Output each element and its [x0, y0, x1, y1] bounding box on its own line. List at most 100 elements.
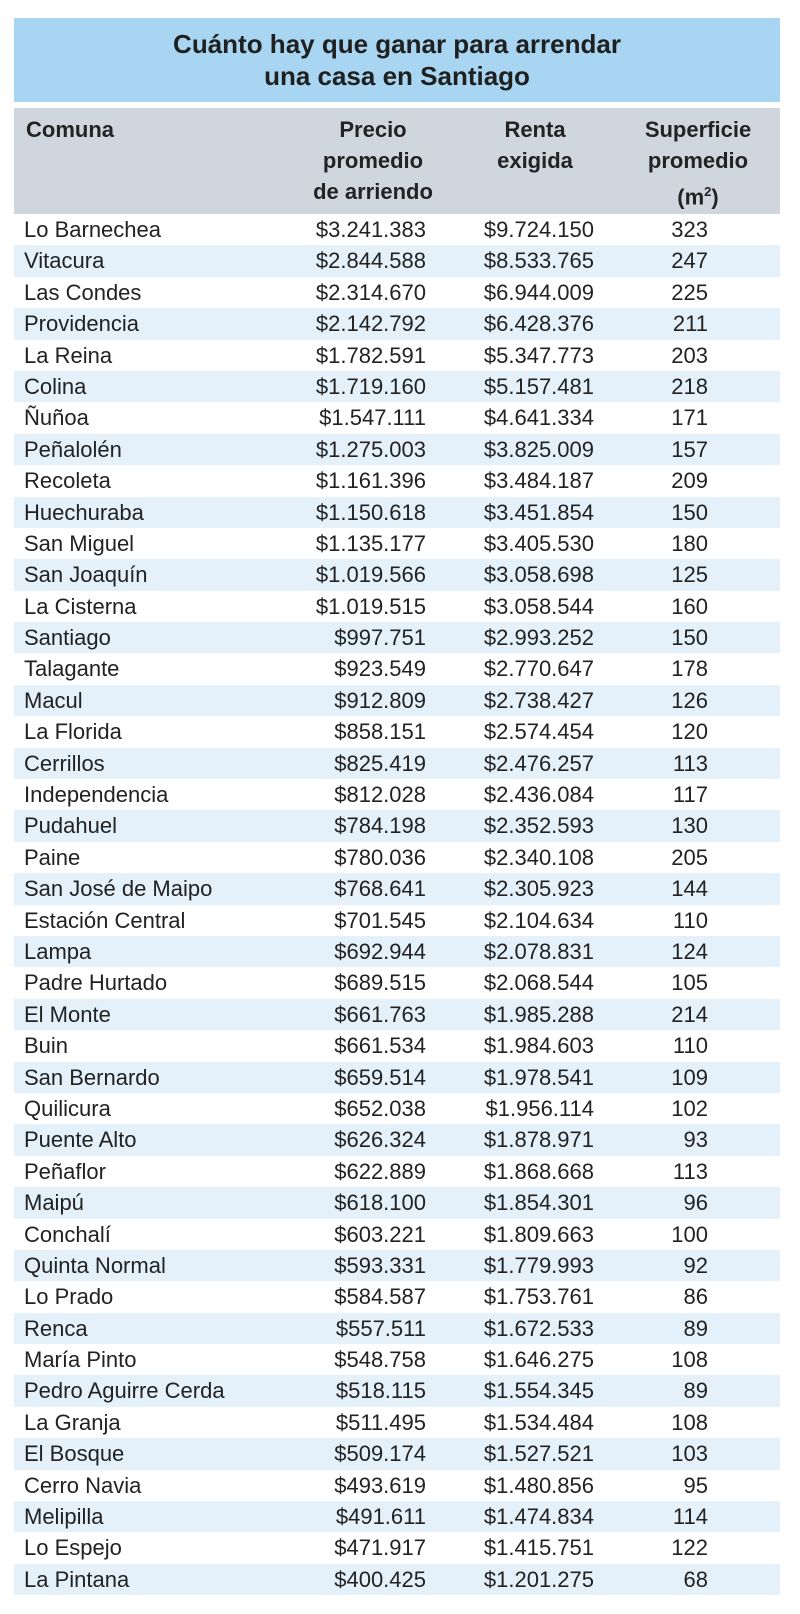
cell-superficie: 218 — [671, 373, 708, 399]
table-row: La Cisterna $1.019.515 $3.058.544 160 — [14, 591, 780, 622]
cell-superficie: 86 — [683, 1284, 708, 1310]
table-row: Pedro Aguirre Cerda $518.115 $1.554.345 89 — [14, 1375, 780, 1407]
cell-superficie: 130 — [671, 813, 708, 839]
table-row: Recoleta $1.161.396 $3.484.187 209 — [14, 465, 780, 496]
cell-renta: $1.415.751 — [483, 1535, 594, 1561]
cell-precio: $618.100 — [334, 1190, 426, 1216]
cell-renta: $3.451.854 — [483, 499, 594, 525]
cell-precio: $626.324 — [334, 1127, 426, 1153]
cell-comuna: Paine — [24, 844, 81, 870]
cell-precio: $1.150.618 — [315, 499, 426, 525]
cell-superficie: 247 — [671, 248, 708, 274]
cell-superficie: 157 — [671, 436, 708, 462]
cell-comuna: María Pinto — [24, 1347, 137, 1373]
cell-renta: $1.480.856 — [483, 1472, 594, 1498]
cell-superficie: 102 — [671, 1095, 708, 1121]
cell-comuna: Conchalí — [24, 1221, 111, 1247]
cell-comuna: El Bosque — [24, 1441, 125, 1467]
table-row: La Pintana $400.425 $1.201.275 68 — [14, 1563, 780, 1596]
header-precio-line-2: promedio — [322, 148, 424, 173]
table-row: Huechuraba $1.150.618 $3.451.854 150 — [14, 496, 780, 528]
cell-precio: $400.425 — [334, 1566, 426, 1592]
header-renta-line-2: exigida — [497, 148, 573, 173]
cell-comuna: Cerrillos — [24, 750, 105, 776]
cell-renta: $2.340.108 — [483, 844, 594, 870]
cell-comuna: Peñaflor — [24, 1158, 106, 1184]
cell-superficie: 93 — [683, 1127, 708, 1153]
cell-superficie: 180 — [671, 530, 708, 556]
table-row: Providencia $2.142.792 $6.428.376 211 — [14, 308, 780, 340]
table-row: San Miguel $1.135.177 $3.405.530 180 — [14, 528, 780, 559]
cell-comuna: Quilicura — [24, 1095, 111, 1121]
cell-superficie: 214 — [671, 1001, 708, 1027]
cell-precio: $622.889 — [334, 1158, 426, 1184]
cell-comuna: Providencia — [24, 311, 139, 337]
cell-comuna: San Bernardo — [24, 1064, 160, 1090]
cell-superficie: 117 — [672, 782, 708, 808]
table-body: Lo Barnechea $3.241.383 $9.724.150 323 Vitac… — [14, 214, 780, 1596]
table-row: Independencia $812.028 $2.436.084 117 — [14, 779, 780, 810]
cell-comuna: Lampa — [24, 938, 92, 964]
cell-precio: $2.142.792 — [315, 311, 426, 337]
header-comuna: Comuna — [26, 114, 114, 145]
cell-superficie: 122 — [671, 1535, 708, 1561]
cell-superficie: 109 — [671, 1064, 708, 1090]
cell-precio: $825.419 — [334, 750, 426, 776]
cell-superficie: 95 — [683, 1472, 708, 1498]
cell-superficie: 150 — [671, 625, 708, 651]
cell-renta: $1.201.275 — [483, 1566, 594, 1592]
cell-precio: $491.611 — [335, 1504, 426, 1530]
cell-precio: $812.028 — [334, 782, 426, 808]
cell-superficie: 113 — [672, 1158, 708, 1184]
table-row: Santiago $997.751 $2.993.252 150 — [14, 622, 780, 654]
cell-precio: $2.314.670 — [315, 279, 426, 305]
cell-superficie: 144 — [671, 876, 708, 902]
cell-renta: $6.944.009 — [483, 279, 594, 305]
table-row: Padre Hurtado $689.515 $2.068.544 105 — [14, 967, 780, 998]
cell-comuna: Padre Hurtado — [24, 970, 168, 996]
cell-precio: $593.331 — [334, 1252, 426, 1278]
cell-comuna: Huechuraba — [24, 499, 144, 525]
cell-precio: $780.036 — [334, 844, 426, 870]
cell-renta: $2.993.252 — [483, 625, 594, 651]
cell-precio: $1.161.396 — [315, 468, 426, 494]
cell-superficie: 203 — [671, 342, 708, 368]
cell-renta: $1.534.484 — [483, 1409, 594, 1435]
table-row: San Bernardo $659.514 $1.978.541 109 — [14, 1061, 780, 1093]
cell-superficie: 105 — [671, 970, 708, 996]
table-row: María Pinto $548.758 $1.646.275 108 — [14, 1344, 780, 1375]
cell-comuna: El Monte — [24, 1001, 111, 1027]
cell-precio: $659.514 — [334, 1064, 426, 1090]
table-row: La Reina $1.782.591 $5.347.773 203 — [14, 340, 780, 371]
cell-renta: $5.347.773 — [483, 342, 594, 368]
cell-precio: $557.511 — [335, 1315, 426, 1341]
table-row: Talagante $923.549 $2.770.647 178 — [14, 653, 780, 684]
cell-precio: $692.944 — [334, 938, 426, 964]
cell-comuna: Vitacura — [24, 248, 105, 274]
cell-renta: $3.058.698 — [483, 562, 594, 588]
header-renta: Renta exigida — [458, 114, 612, 176]
cell-comuna: La Pintana — [24, 1566, 130, 1592]
cell-renta: $5.157.481 — [483, 373, 594, 399]
cell-superficie: 114 — [672, 1504, 708, 1530]
cell-precio: $768.641 — [334, 876, 426, 902]
cell-precio: $858.151 — [334, 719, 426, 745]
table-row: Puente Alto $626.324 $1.878.971 93 — [14, 1124, 780, 1156]
title-line-1: Cuánto hay que ganar para arrendar — [173, 29, 621, 59]
cell-renta: $1.854.301 — [483, 1190, 594, 1216]
table-row: Lampa $692.944 $2.078.831 124 — [14, 935, 780, 968]
cell-superficie: 89 — [683, 1315, 708, 1341]
unit-close: ) — [711, 184, 719, 210]
cell-comuna: Pudahuel — [24, 813, 117, 839]
table-row: Ñuñoa $1.547.111 $4.641.334 171 — [14, 402, 780, 433]
table-row: Paine $780.036 $2.340.108 205 — [14, 842, 780, 873]
cell-precio: $997.751 — [334, 625, 426, 651]
cell-comuna: Lo Espejo — [24, 1535, 122, 1561]
title-line-2: una casa en Santiago — [264, 61, 530, 91]
cell-renta: $1.527.521 — [483, 1441, 594, 1467]
cell-superficie: 126 — [671, 687, 708, 713]
cell-renta: $4.641.334 — [483, 405, 594, 431]
cell-comuna: Maipú — [24, 1190, 84, 1216]
cell-renta: $2.770.647 — [483, 656, 594, 682]
